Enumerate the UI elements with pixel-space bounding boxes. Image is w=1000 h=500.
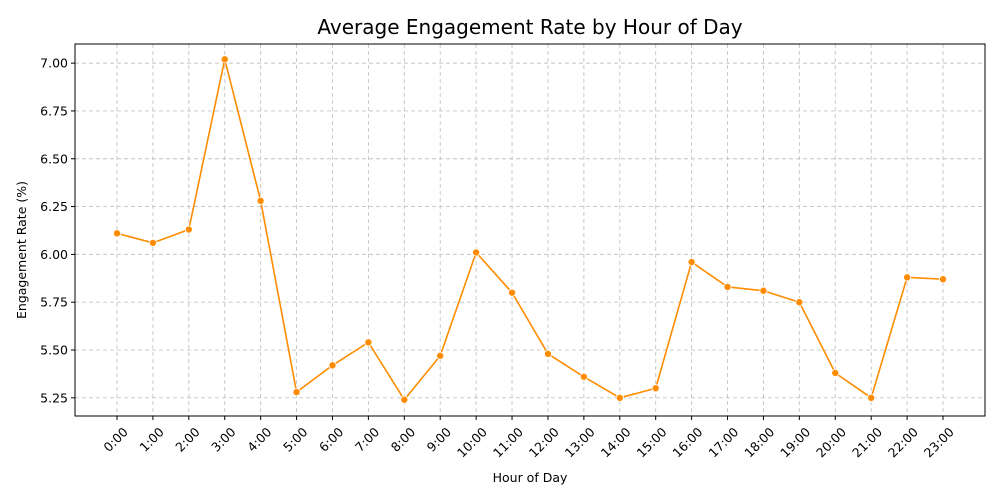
data-point[interactable] [723,282,732,291]
data-point[interactable] [364,338,373,347]
y-tick-label: 6.50 [40,151,68,166]
data-point[interactable] [184,225,193,234]
data-point[interactable] [579,372,588,381]
data-point[interactable] [543,349,552,358]
data-point[interactable] [472,248,481,257]
y-tick-label: 6.75 [40,103,68,118]
y-tick-label: 5.75 [40,295,68,310]
data-point[interactable] [148,238,157,247]
data-point[interactable] [759,286,768,295]
data-point[interactable] [651,384,660,393]
y-tick-label: 6.00 [40,247,68,262]
chart-title: Average Engagement Rate by Hour of Day [317,15,742,39]
y-tick-label: 5.50 [40,343,68,358]
x-axis-label: Hour of Day [493,470,568,485]
data-point[interactable] [795,298,804,307]
data-point[interactable] [436,351,445,360]
data-point[interactable] [220,55,229,64]
y-tick-label: 7.00 [40,56,68,71]
data-point[interactable] [256,196,265,205]
y-tick-label: 5.25 [40,390,68,405]
data-point[interactable] [508,288,517,297]
data-point[interactable] [292,388,301,397]
data-point[interactable] [903,273,912,282]
series-line [116,58,944,401]
data-point[interactable] [867,393,876,402]
data-point[interactable] [939,275,948,284]
data-point[interactable] [113,229,122,238]
data-point[interactable] [328,361,337,370]
y-axis-label: Engagement Rate (%) [14,181,29,319]
plot-area-frame [74,43,986,417]
data-point[interactable] [615,393,624,402]
data-point[interactable] [687,258,696,267]
y-tick-label: 6.25 [40,199,68,214]
series-line-group [113,55,948,404]
data-point[interactable] [400,395,409,404]
y-axis: 5.25 5.50 5.75 6.00 6.25 6.50 6.75 7.00 [40,56,75,405]
data-point[interactable] [831,368,840,377]
